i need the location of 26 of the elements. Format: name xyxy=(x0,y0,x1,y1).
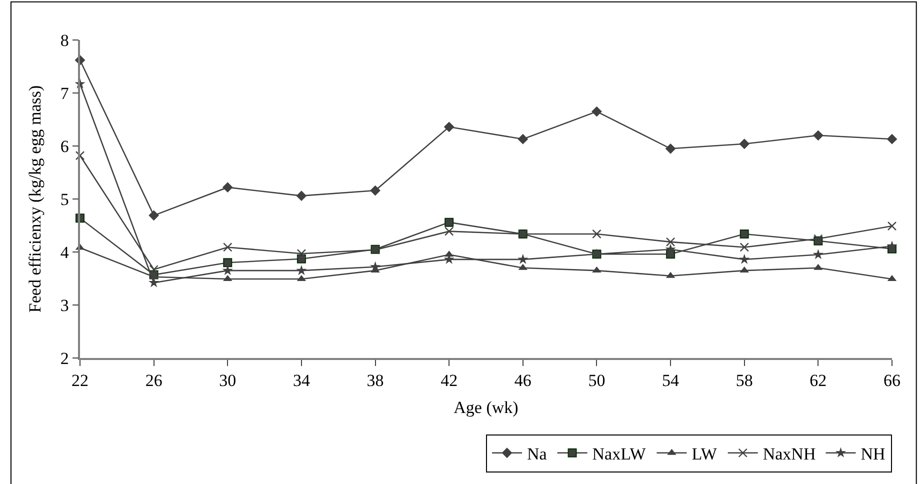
legend-label: NaxNH xyxy=(762,444,816,464)
y-tick-label: 8 xyxy=(60,30,69,50)
x-tick-label: 54 xyxy=(662,371,680,390)
y-tick-label: 7 xyxy=(60,84,70,103)
x-tick-label: 22 xyxy=(72,371,88,390)
x-axis-title: Age (wk) xyxy=(454,398,518,418)
x-tick-label: 62 xyxy=(810,371,827,390)
y-axis-title: Feed efficienxy (kg/kg egg mass) xyxy=(25,85,44,313)
x-tick-label: 66 xyxy=(884,371,900,390)
legend-label: LW xyxy=(692,444,718,464)
x-tick-label: 34 xyxy=(292,371,310,390)
x-tick-label: 30 xyxy=(219,371,236,390)
y-tick-label: 5 xyxy=(60,190,69,209)
y-tick-label: 2 xyxy=(60,348,69,368)
x-tick-label: 50 xyxy=(588,371,606,390)
y-tick-label: 6 xyxy=(60,136,69,156)
x-tick-label: 42 xyxy=(440,371,458,390)
y-tick-label: 3 xyxy=(60,296,69,315)
x-tick-label: 26 xyxy=(145,371,162,390)
legend-label: NaxLW xyxy=(592,444,647,464)
legend-label: NH xyxy=(860,444,886,464)
x-tick-label: 46 xyxy=(514,371,532,390)
legend-label: Na xyxy=(527,444,548,464)
x-tick-label: 58 xyxy=(736,371,753,390)
y-tick-label: 4 xyxy=(60,242,70,262)
x-tick-label: 38 xyxy=(366,371,384,390)
